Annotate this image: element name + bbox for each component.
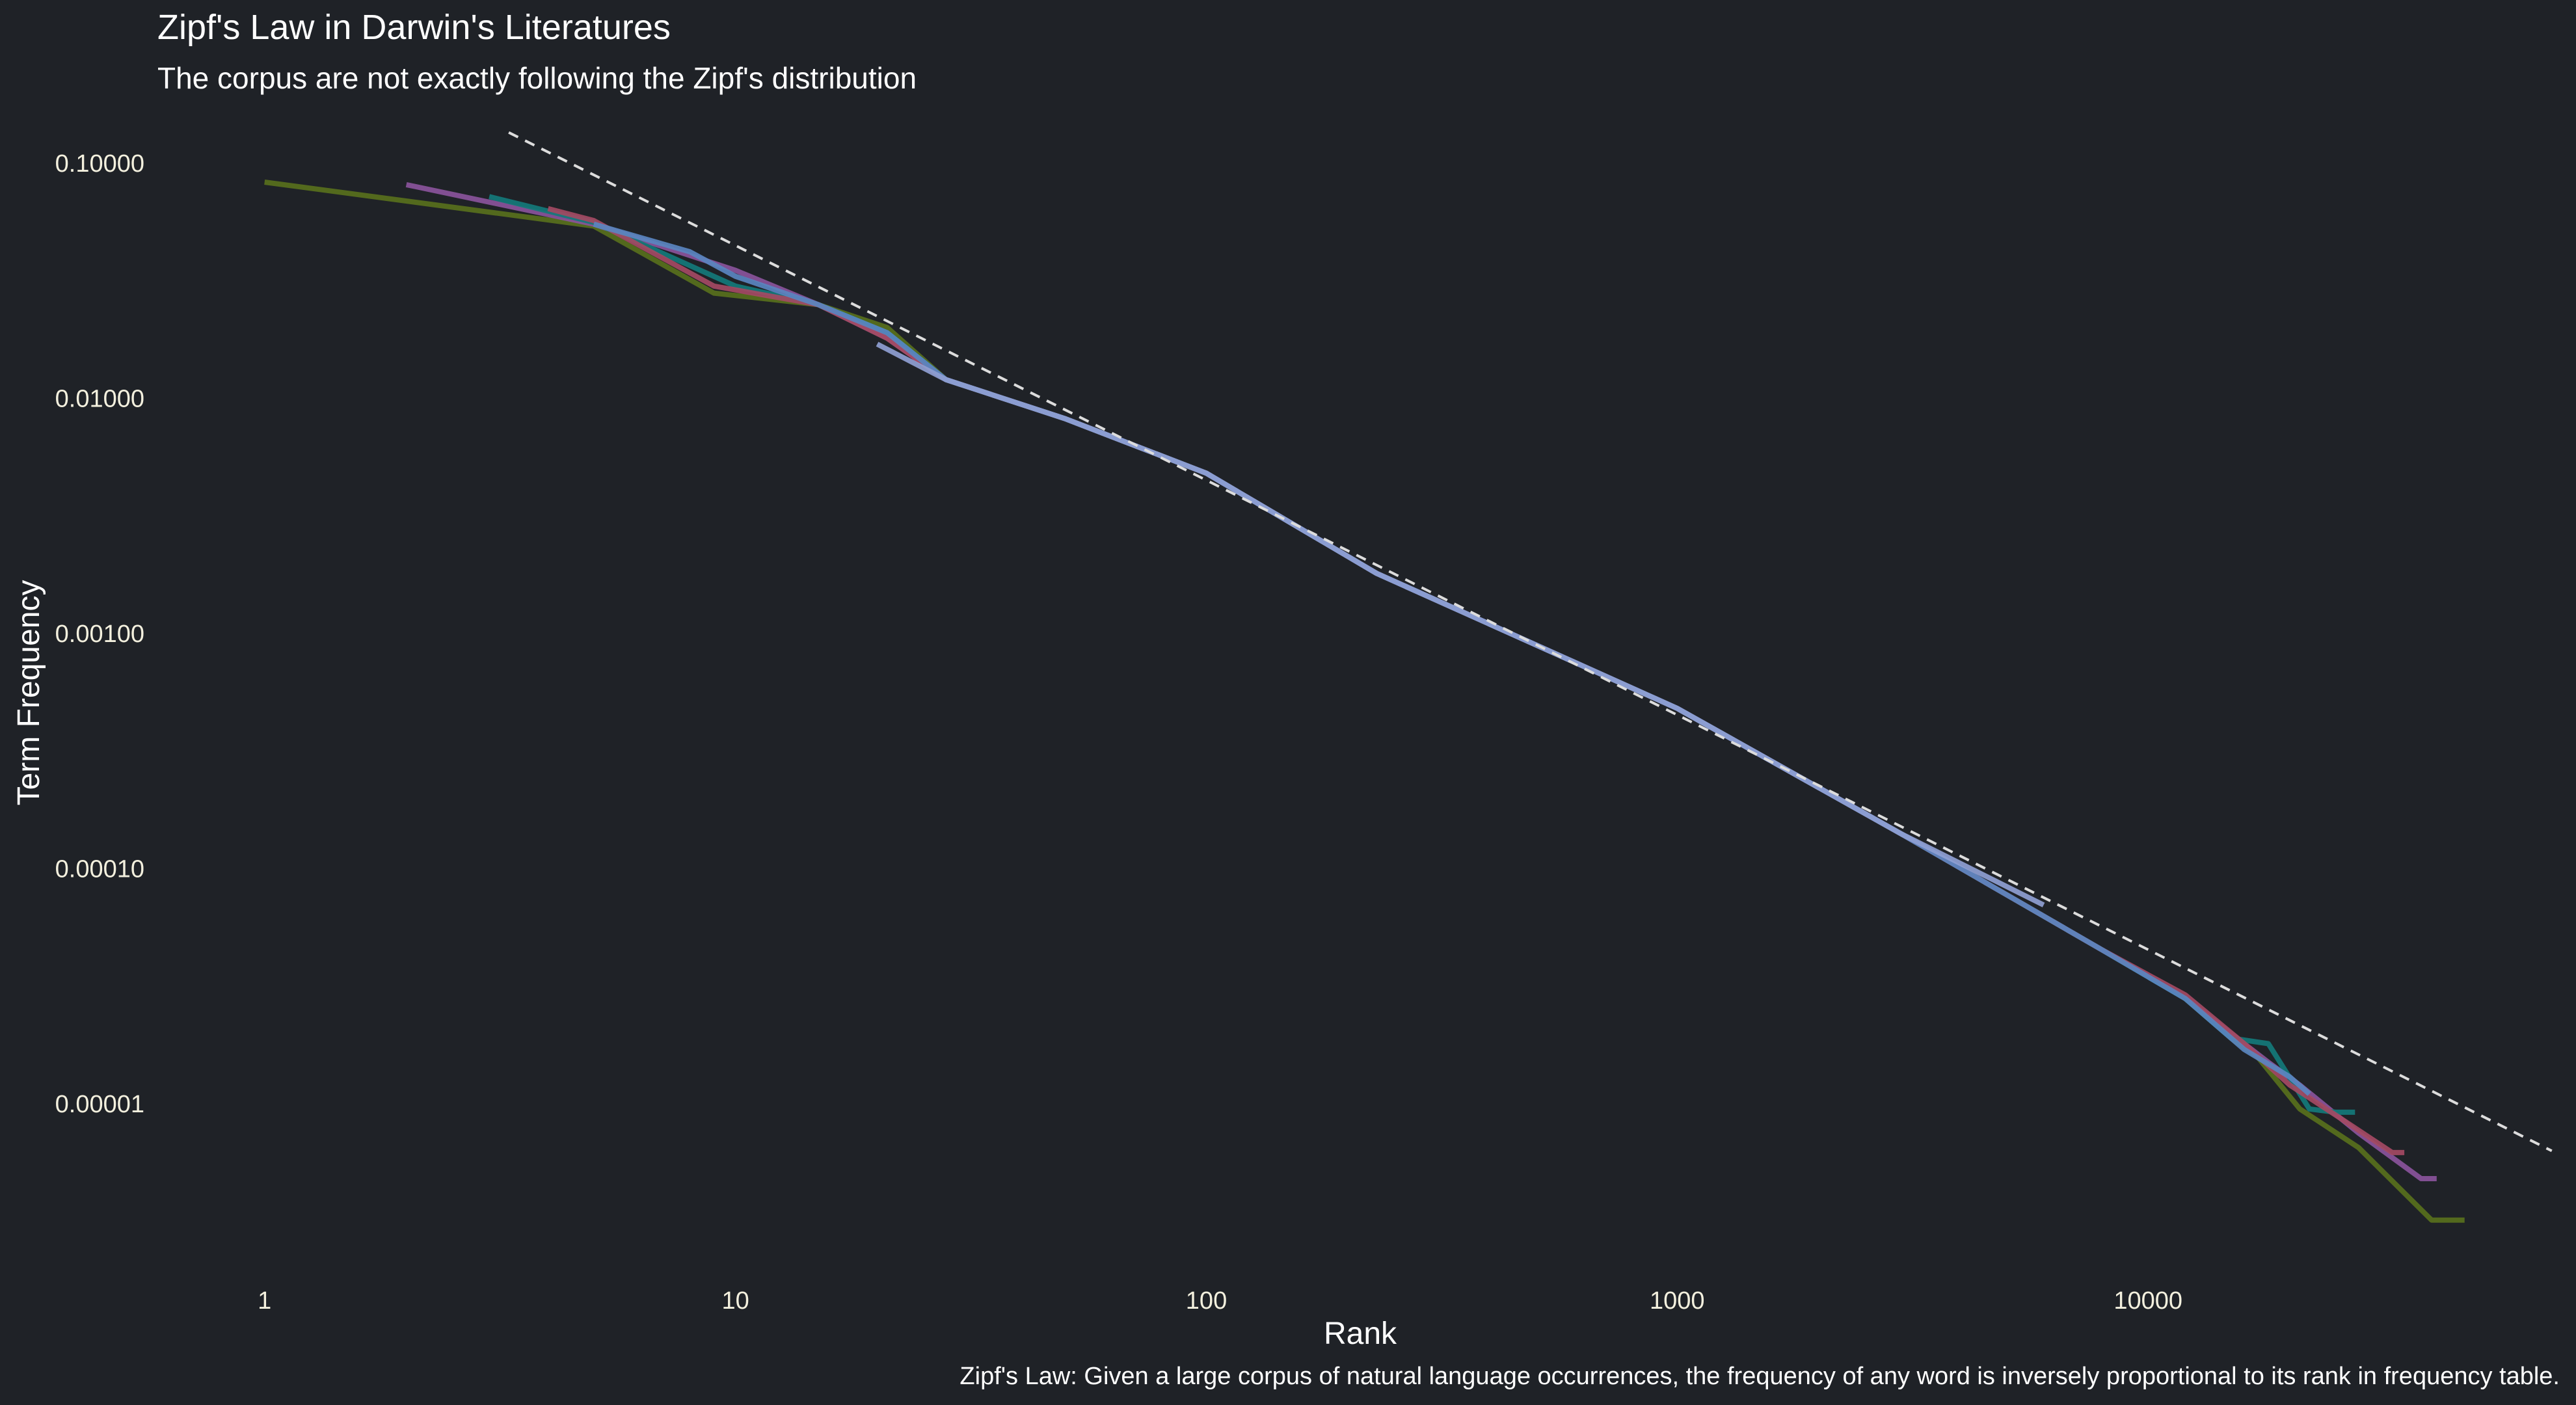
y-tick-label: 0.00100 xyxy=(55,621,144,648)
chart-caption: Zipf's Law: Given a large corpus of natu… xyxy=(959,1363,2560,1390)
series-line-3 xyxy=(489,194,2355,1115)
y-tick-label: 0.00001 xyxy=(55,1091,144,1118)
chart-subtitle: The corpus are not exactly following the… xyxy=(157,61,917,95)
series-line-2 xyxy=(405,181,2437,1181)
x-axis-label: Rank xyxy=(1324,1317,1397,1351)
x-tick-label: 1 xyxy=(258,1287,271,1315)
y-axis-ticks: 0.10000 0.01000 0.00100 0.00010 0.00001 xyxy=(55,150,144,1118)
y-axis-label: Term Frequency xyxy=(12,580,46,806)
series-line-1 xyxy=(264,180,2465,1223)
series-line-5 xyxy=(593,221,2311,1096)
y-tick-label: 0.00010 xyxy=(55,855,144,883)
zipf-reference-line xyxy=(508,131,2553,1153)
y-tick-label: 0.10000 xyxy=(55,150,144,178)
series-line-6 xyxy=(876,341,2045,907)
chart-title: Zipf's Law in Darwin's Literatures xyxy=(157,8,671,47)
x-tick-label: 10 xyxy=(721,1287,749,1315)
zipf-reference xyxy=(508,131,2553,1153)
x-tick-label: 1000 xyxy=(1650,1287,1705,1315)
y-tick-label: 0.01000 xyxy=(55,385,144,412)
series-lines xyxy=(264,180,2465,1223)
x-tick-label: 10000 xyxy=(2113,1287,2182,1315)
x-axis-ticks: 1 10 100 1000 10000 xyxy=(258,1287,2182,1315)
series-line-4 xyxy=(547,206,2405,1155)
x-tick-label: 100 xyxy=(1186,1287,1227,1315)
